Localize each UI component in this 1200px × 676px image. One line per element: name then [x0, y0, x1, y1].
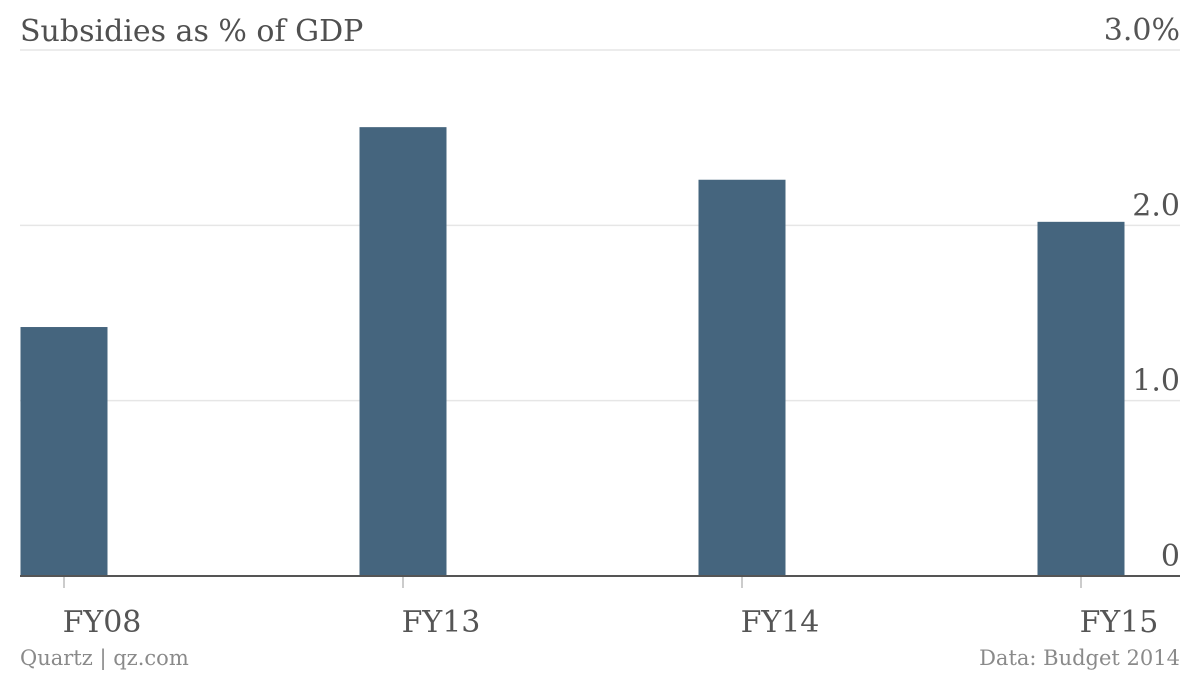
- bar-fy14: [698, 179, 786, 576]
- y-axis-labels: 0 1.0 2.0 3.0%: [1104, 13, 1180, 574]
- source-text: Data: Budget 2014: [979, 646, 1180, 670]
- y-tick-label: 0: [1161, 539, 1180, 574]
- x-tick-label: FY15: [1080, 605, 1159, 640]
- bar-fy15: [1037, 221, 1125, 576]
- x-tick-label: FY13: [402, 605, 481, 640]
- x-tick-label: FY08: [63, 605, 142, 640]
- credit-text: Quartz | qz.com: [20, 646, 189, 670]
- x-tick-label: FY14: [741, 605, 820, 640]
- bars: [20, 127, 1125, 576]
- bar-fy08: [20, 327, 108, 576]
- bar-fy13: [359, 127, 447, 576]
- x-axis-labels: FY08 FY13 FY14 FY15: [63, 605, 1159, 640]
- y-tick-label: 3.0%: [1104, 13, 1180, 48]
- chart-title: Subsidies as % of GDP: [20, 14, 364, 49]
- y-tick-label: 1.0: [1132, 364, 1180, 399]
- gridlines: [20, 49, 1180, 402]
- x-axis: [20, 575, 1180, 588]
- y-tick-label: 2.0: [1132, 188, 1180, 223]
